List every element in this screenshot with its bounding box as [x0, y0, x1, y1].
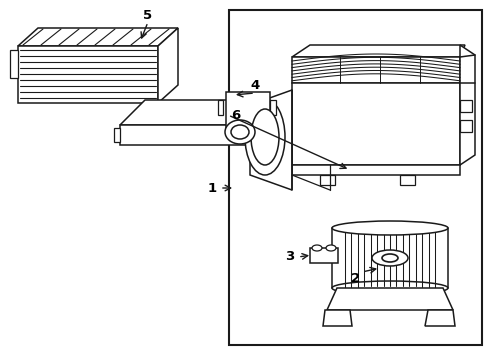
Ellipse shape: [244, 99, 285, 175]
Polygon shape: [459, 45, 474, 165]
Polygon shape: [18, 46, 158, 103]
Ellipse shape: [224, 120, 254, 144]
Ellipse shape: [331, 281, 447, 295]
Text: 4: 4: [250, 78, 259, 91]
Bar: [228, 10, 481, 345]
Polygon shape: [158, 28, 178, 103]
Polygon shape: [218, 100, 223, 115]
Ellipse shape: [331, 221, 447, 235]
Polygon shape: [269, 100, 294, 145]
Ellipse shape: [230, 125, 248, 139]
Polygon shape: [291, 45, 464, 57]
Ellipse shape: [311, 245, 321, 251]
Ellipse shape: [381, 254, 397, 262]
Polygon shape: [399, 175, 414, 185]
Text: 2: 2: [351, 271, 360, 284]
Text: 6: 6: [231, 108, 240, 122]
Polygon shape: [291, 57, 459, 83]
Text: 5: 5: [143, 9, 152, 22]
Polygon shape: [236, 128, 252, 140]
Text: 3: 3: [285, 251, 294, 264]
Polygon shape: [291, 83, 459, 165]
Polygon shape: [424, 310, 454, 326]
Polygon shape: [120, 100, 294, 125]
Ellipse shape: [325, 245, 335, 251]
Polygon shape: [249, 90, 291, 190]
Ellipse shape: [371, 250, 407, 266]
Polygon shape: [291, 165, 459, 175]
Polygon shape: [269, 100, 275, 115]
Bar: [459, 120, 471, 132]
Polygon shape: [326, 288, 452, 310]
Polygon shape: [309, 248, 337, 263]
Bar: [225, 92, 269, 128]
Bar: [459, 100, 471, 112]
Text: 1: 1: [207, 181, 216, 194]
Polygon shape: [323, 310, 351, 326]
Polygon shape: [120, 125, 269, 145]
Polygon shape: [114, 128, 120, 142]
Polygon shape: [319, 175, 334, 185]
Ellipse shape: [250, 109, 279, 165]
Polygon shape: [10, 50, 18, 78]
Polygon shape: [18, 28, 178, 46]
